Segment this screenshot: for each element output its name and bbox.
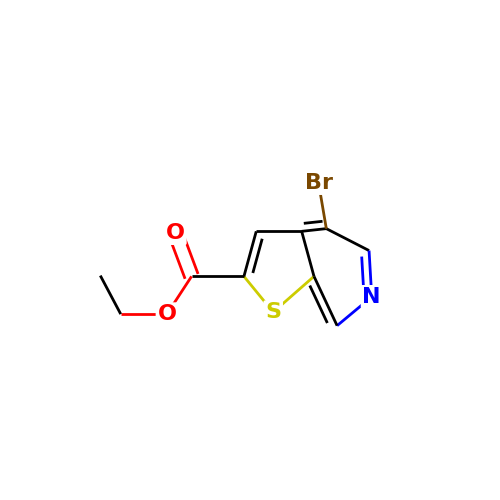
Text: Br: Br — [304, 173, 332, 193]
Text: O: O — [166, 223, 185, 244]
Text: N: N — [362, 287, 381, 307]
Text: S: S — [265, 302, 281, 322]
Text: O: O — [158, 304, 176, 324]
